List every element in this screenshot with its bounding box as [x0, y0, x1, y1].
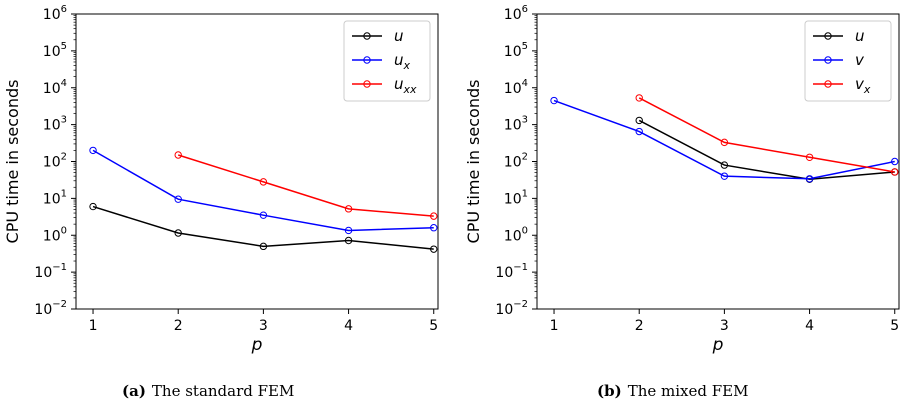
- data-point: [635, 94, 643, 102]
- data-point: [720, 138, 729, 147]
- x-tick-label: 1: [89, 318, 98, 334]
- data-point: [259, 178, 268, 186]
- chart-panel-left: 1 2 3 4 5 10−2 10−1 100 101 102 103 104 105 106 p CPU t…: [3, 4, 439, 355]
- data-point: [174, 229, 182, 237]
- caption-left: (a) The standard FEM: [122, 382, 294, 400]
- legend-marker: [363, 80, 371, 88]
- y-tick-label: 10−1: [495, 262, 528, 281]
- y-tick-label: 104: [43, 78, 67, 97]
- series-line: [92, 205, 434, 250]
- legend-label: u: [394, 27, 404, 45]
- y-tick-label: 103: [504, 115, 528, 134]
- x-tick-label: 4: [344, 318, 353, 334]
- series-u-x: [89, 146, 438, 235]
- series-v-x: [635, 94, 899, 176]
- caption-tag: (a): [122, 382, 146, 400]
- data-point: [635, 116, 643, 125]
- y-tick-label: 100: [504, 225, 528, 244]
- data-point: [430, 245, 438, 253]
- data-point: [430, 212, 438, 220]
- data-point: [344, 236, 353, 245]
- series-line: [638, 119, 895, 181]
- data-point: [344, 226, 353, 235]
- y-tick-label: 101: [504, 188, 528, 207]
- x-tick-label: 2: [174, 318, 183, 334]
- data-point: [635, 127, 643, 136]
- data-point: [259, 211, 268, 219]
- legend-box: [804, 20, 892, 102]
- data-point: [805, 175, 814, 183]
- y-axis-label: CPU time in seconds: [464, 80, 483, 244]
- data-point: [805, 153, 814, 161]
- y-tick-label: 103: [43, 115, 67, 134]
- y-tick-label: 101: [43, 188, 67, 207]
- legend-label: vx: [855, 75, 871, 96]
- data-point: [89, 146, 97, 155]
- y-tick-label: 10−2: [34, 299, 67, 318]
- y-tick-label: 105: [43, 41, 67, 60]
- legend-box: [343, 20, 431, 102]
- x-tick-label: 3: [720, 318, 729, 334]
- x-tick-label: 2: [635, 318, 644, 334]
- legend-label: v: [855, 51, 865, 69]
- caption-right: (b) The mixed FEM: [597, 382, 748, 400]
- chart-panel-right: 1 2 3 4 5 10−2 10−1 100 101 102 103 104 105 106 p CPU t…: [464, 4, 900, 355]
- series-u: [89, 202, 438, 253]
- y-tick-label: 100: [43, 225, 67, 244]
- data-point: [720, 161, 729, 169]
- data-point: [550, 96, 558, 105]
- legend-marker: [824, 32, 832, 40]
- y-tick-label: 10−2: [495, 299, 528, 318]
- x-tick-label: 5: [429, 318, 438, 334]
- y-tick-label: 106: [43, 4, 67, 23]
- caption-text: The standard FEM: [151, 382, 295, 400]
- y-tick-label: 104: [504, 78, 528, 97]
- series-line: [92, 149, 434, 232]
- legend-marker: [363, 32, 371, 40]
- data-point: [891, 157, 899, 166]
- caption-tag: (b): [597, 382, 622, 400]
- x-tick-label: 1: [550, 318, 559, 334]
- data-point: [344, 205, 353, 213]
- series-u-xx: [174, 151, 438, 220]
- data-point: [430, 224, 438, 232]
- legend: uv vx: [804, 20, 892, 102]
- x-axis-label: p: [251, 335, 263, 355]
- legend-marker: [824, 80, 832, 88]
- x-tick-label: 4: [805, 318, 814, 334]
- data-point: [174, 195, 182, 203]
- data-point: [720, 172, 729, 180]
- x-axis-label: p: [712, 335, 724, 355]
- series-line: [553, 99, 895, 180]
- y-axis-label: CPU time in seconds: [3, 80, 22, 244]
- caption-text: The mixed FEM: [627, 382, 749, 400]
- legend-marker: [824, 56, 832, 64]
- legend-label: u: [855, 27, 865, 45]
- y-tick-label: 102: [504, 152, 528, 171]
- y-tick-label: 102: [43, 152, 67, 171]
- series-v: [550, 96, 899, 183]
- legend: u ux uxx: [343, 20, 431, 102]
- y-tick-label: 106: [504, 4, 528, 23]
- y-tick-label: 10−1: [34, 262, 67, 281]
- legend-marker: [363, 56, 371, 64]
- y-tick-label: 105: [504, 41, 528, 60]
- data-point: [174, 151, 182, 159]
- x-tick-label: 3: [259, 318, 268, 334]
- series-line: [638, 97, 895, 173]
- data-point: [89, 202, 97, 211]
- legend-label: ux: [394, 51, 411, 72]
- series-line: [177, 154, 434, 217]
- legend-label: uxx: [394, 75, 417, 96]
- x-tick-label: 5: [890, 318, 899, 334]
- data-point: [891, 168, 899, 176]
- data-point: [259, 242, 268, 251]
